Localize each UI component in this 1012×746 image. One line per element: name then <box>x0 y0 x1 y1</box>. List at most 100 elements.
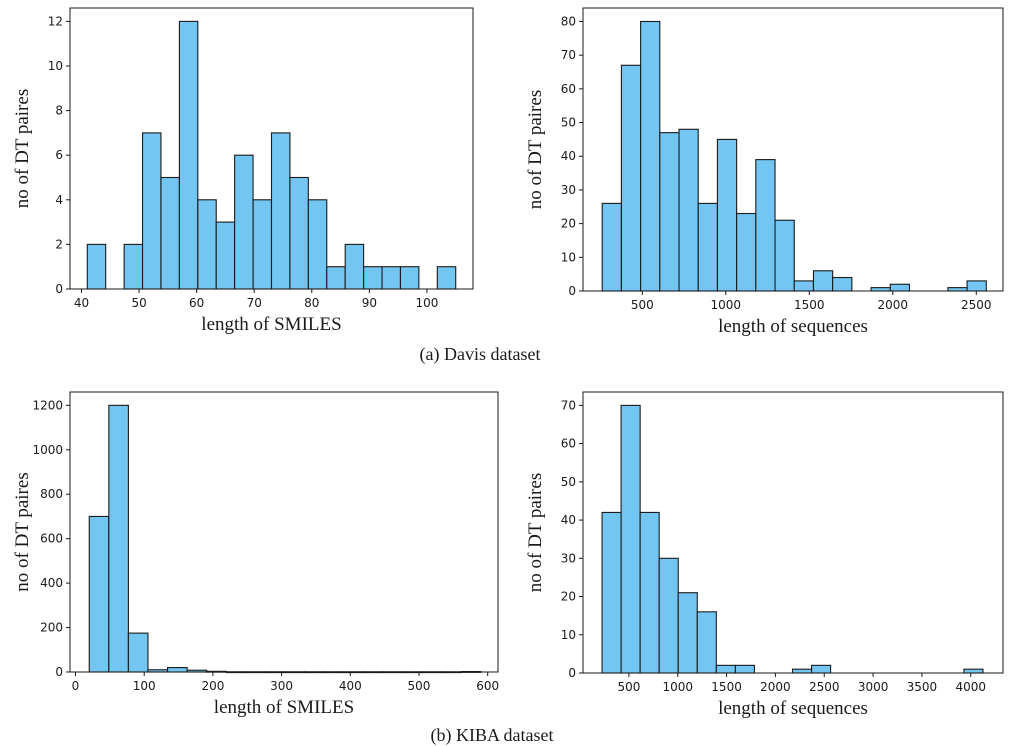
histogram-bar <box>197 199 217 290</box>
histogram-bar <box>270 132 291 290</box>
y-tick-label: 10 <box>561 250 576 264</box>
x-axis-label: length of SMILES <box>201 314 341 335</box>
histogram-bar <box>108 404 129 673</box>
x-tick-label: 200 <box>201 679 224 693</box>
x-tick-label: 300 <box>270 679 293 693</box>
x-tick-label: 1500 <box>794 298 825 312</box>
histogram-bar <box>601 511 622 674</box>
histogram-bar <box>639 511 660 674</box>
y-tick-label: 60 <box>561 82 576 96</box>
histogram-bar <box>659 132 680 292</box>
histogram-bar <box>774 219 795 292</box>
histogram-bar <box>436 266 457 290</box>
y-tick-label: 0 <box>568 666 576 680</box>
y-tick-label: 600 <box>40 532 63 546</box>
y-tick-label: 10 <box>561 628 576 642</box>
plot-frame <box>582 391 1004 674</box>
y-tick-label: 0 <box>55 665 63 679</box>
y-tick-label: 30 <box>561 183 576 197</box>
x-tick-label: 80 <box>304 296 319 310</box>
histogram-bar <box>832 276 853 292</box>
y-tick-label: 200 <box>40 621 63 635</box>
histogram-bar <box>326 266 346 290</box>
histogram-bar <box>620 64 642 292</box>
histogram-bar <box>755 159 776 292</box>
histogram-bar <box>811 664 832 674</box>
histogram-bar <box>678 128 699 292</box>
y-tick-label: 800 <box>40 487 63 501</box>
histogram-bar <box>88 515 110 673</box>
histogram-bar <box>715 664 736 674</box>
histogram-top-right: 500 1000 1500 2000 2500 0 10 20 30 40 50 60 70 80 leng… <box>525 7 1004 337</box>
histogram-bar <box>870 287 891 292</box>
x-tick-label: 70 <box>247 296 262 310</box>
y-tick-label: 8 <box>55 104 63 118</box>
histogram-top-left: 40 50 60 70 80 90 100 0 2 4 6 8 10 12 length of SMILES… <box>12 7 474 335</box>
y-tick-label: 80 <box>561 14 576 28</box>
y-tick-label: 60 <box>561 437 576 451</box>
histogram-bar <box>234 154 254 290</box>
histogram-bar <box>160 176 180 290</box>
histogram-bar <box>601 202 622 292</box>
x-axis-label: length of SMILES <box>214 697 354 718</box>
histogram-bar <box>344 243 365 290</box>
histogram-bar <box>793 280 815 292</box>
x-tick-label: 90 <box>362 296 377 310</box>
y-tick-label: 400 <box>40 576 63 590</box>
plot-frame <box>582 7 1004 292</box>
histogram-bar <box>889 283 911 292</box>
x-tick-label: 2000 <box>760 680 791 694</box>
x-tick-label: 50 <box>131 296 146 310</box>
x-tick-label: 4000 <box>955 680 986 694</box>
y-tick-label: 40 <box>561 513 576 527</box>
x-tick-label: 400 <box>339 679 362 693</box>
histogram-bar <box>363 266 383 290</box>
histogram-bar <box>812 270 834 292</box>
histogram-bar <box>123 243 144 290</box>
y-tick-label: 50 <box>561 116 576 130</box>
histogram-bar <box>167 667 188 673</box>
x-axis-label: length of sequences <box>718 316 868 337</box>
y-tick-label: 50 <box>561 475 576 489</box>
histogram-bottom-right: 500 1000 1500 2000 2500 3000 3500 4000 0 10 20 30 40… <box>525 391 1004 719</box>
histogram-bar <box>640 20 661 292</box>
x-tick-label: 0 <box>72 679 80 693</box>
x-tick-label: 500 <box>617 680 640 694</box>
y-axis-label: no of DT paires <box>12 89 33 208</box>
histogram-bar <box>677 592 698 674</box>
y-tick-label: 1200 <box>32 398 63 412</box>
histogram-bar <box>399 266 420 290</box>
histogram-bar <box>307 199 328 290</box>
x-tick-label: 1500 <box>711 680 742 694</box>
histogram-bar <box>381 266 402 290</box>
y-tick-label: 2 <box>55 237 63 251</box>
histogram-bar <box>215 221 236 290</box>
plot-frame <box>69 7 474 290</box>
y-tick-label: 6 <box>55 148 63 162</box>
y-axis-label: no of DT paires <box>525 90 546 209</box>
histogram-bar <box>716 138 738 292</box>
x-tick-label: 60 <box>189 296 204 310</box>
y-tick-label: 4 <box>55 193 63 207</box>
x-tick-label: 600 <box>476 679 499 693</box>
histogram-bar <box>141 132 162 290</box>
x-tick-label: 500 <box>408 679 431 693</box>
x-tick-label: 1000 <box>711 298 742 312</box>
x-tick-label: 2000 <box>878 298 909 312</box>
histogram-bar <box>734 664 755 674</box>
histogram-bar <box>178 20 199 290</box>
histogram-bar <box>620 404 641 674</box>
y-tick-label: 12 <box>48 14 63 28</box>
caption-kiba: (b) KIBA dataset <box>431 725 554 746</box>
caption-davis: (a) Davis dataset <box>420 344 541 365</box>
y-tick-label: 70 <box>561 398 576 412</box>
x-tick-label: 500 <box>631 298 654 312</box>
y-tick-label: 40 <box>561 149 576 163</box>
y-tick-label: 0 <box>55 282 63 296</box>
histogram-bar <box>947 287 968 292</box>
histogram-bar <box>736 212 757 292</box>
x-axis-label: length of sequences <box>718 698 868 719</box>
x-tick-label: 3500 <box>907 680 938 694</box>
histogram-bar <box>658 557 679 674</box>
